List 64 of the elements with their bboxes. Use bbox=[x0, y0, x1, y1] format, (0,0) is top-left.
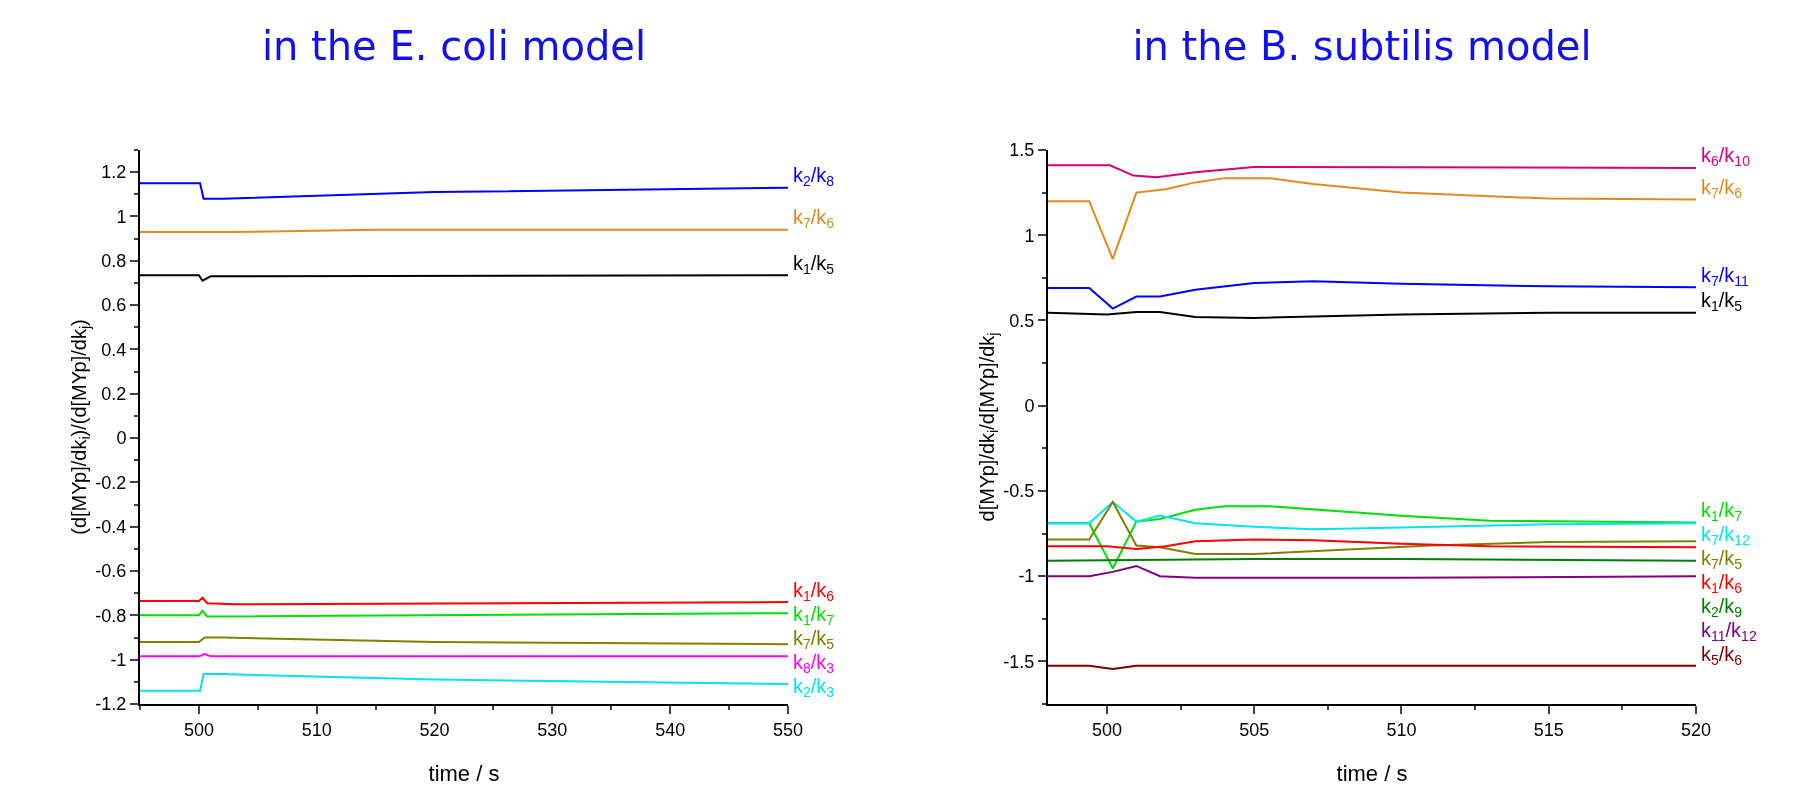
y-tick-label: 0.5 bbox=[1009, 310, 1035, 331]
series-label: k$_{1}$/k$_{5}$ bbox=[793, 252, 835, 278]
x-tick-label: 540 bbox=[655, 719, 686, 740]
series-label: k$_{1}$/k$_{6}$ bbox=[793, 579, 835, 605]
x-tick-label: 505 bbox=[1239, 719, 1270, 740]
line-series bbox=[1048, 564, 1696, 579]
series-label: k$_{7}$/k$_{11}$ bbox=[1701, 264, 1750, 290]
y-tick-label: 0 bbox=[116, 428, 127, 449]
y-tick-label: 1 bbox=[116, 206, 127, 227]
series-label: k$_{2}$/k$_{9}$ bbox=[1701, 595, 1743, 621]
series-label: k$_{7}$/k$_{12}$ bbox=[1701, 523, 1751, 549]
line-series bbox=[140, 673, 788, 692]
y-tick-label: -0.2 bbox=[95, 472, 127, 493]
series-label: k$_{6}$/k$_{10}$ bbox=[1701, 144, 1751, 170]
y-tick-label: 1.5 bbox=[1009, 140, 1035, 161]
series-label: k$_{7}$/k$_{6}$ bbox=[1701, 176, 1743, 202]
line-series bbox=[1048, 177, 1696, 261]
series-label: k$_{7}$/k$_{6}$ bbox=[793, 206, 835, 232]
y-tick-label: -0.8 bbox=[95, 605, 127, 626]
chart-title: in the B. subtilis model bbox=[1132, 22, 1592, 69]
y-tick-label: -1 bbox=[1018, 566, 1035, 587]
line-series bbox=[1048, 501, 1696, 555]
x-tick-label: 510 bbox=[301, 719, 332, 740]
x-tick-label: 500 bbox=[1091, 719, 1122, 740]
y-tick-label: -0.4 bbox=[95, 517, 127, 538]
line-series bbox=[140, 182, 788, 200]
y-tick-label: -1.5 bbox=[1003, 651, 1035, 672]
y-tick-label: -1.2 bbox=[95, 694, 127, 715]
series-label: k$_{1}$/k$_{5}$ bbox=[1701, 289, 1743, 315]
x-axis-title: time / s bbox=[1336, 761, 1408, 786]
series-label: k$_{7}$/k$_{5}$ bbox=[793, 627, 835, 653]
series-label: k$_{1}$/k$_{7}$ bbox=[1701, 499, 1743, 525]
y-tick-label: 0.4 bbox=[101, 339, 127, 360]
x-axis-title: time / s bbox=[428, 761, 500, 786]
x-tick-label: 515 bbox=[1533, 719, 1564, 740]
y-tick-label: 1.2 bbox=[101, 162, 127, 183]
line-series bbox=[1048, 501, 1696, 531]
y-tick-label: 0.8 bbox=[101, 251, 127, 272]
y-tick-label: -0.5 bbox=[1003, 481, 1035, 502]
x-tick-label: 520 bbox=[419, 719, 450, 740]
y-tick-label: 1 bbox=[1024, 225, 1035, 246]
series-label: k$_{1}$/k$_{7}$ bbox=[793, 603, 835, 629]
series-label: k$_{2}$/k$_{8}$ bbox=[793, 164, 835, 190]
series-label: k$_{5}$/k$_{6}$ bbox=[1701, 643, 1743, 669]
y-tick-label: 0.2 bbox=[101, 384, 127, 405]
line-series bbox=[1048, 164, 1696, 179]
y-tick-label: 0 bbox=[1024, 395, 1035, 416]
series-label: k$_{1}$/k$_{6}$ bbox=[1701, 571, 1743, 597]
x-tick-label: 510 bbox=[1386, 719, 1417, 740]
text: k$_{11}$/k$_{12}$ bbox=[1701, 619, 1757, 645]
chart-title: in the E. coli model bbox=[261, 22, 647, 69]
series-label: k$_{8}$/k$_{3}$ bbox=[793, 651, 835, 677]
line-series bbox=[1048, 280, 1696, 310]
y-tick-label: -1 bbox=[110, 649, 127, 670]
x-tick-label: 530 bbox=[537, 719, 568, 740]
x-tick-label: 500 bbox=[183, 719, 214, 740]
line-series bbox=[1048, 538, 1696, 550]
y-tick-label: -0.6 bbox=[95, 561, 127, 582]
y-tick-label: 0.6 bbox=[101, 295, 127, 316]
x-tick-label: 550 bbox=[772, 719, 804, 740]
series-label: k$_{2}$/k$_{3}$ bbox=[793, 675, 835, 701]
line-series bbox=[140, 596, 788, 606]
series-label: k$_{7}$/k$_{5}$ bbox=[1701, 547, 1743, 573]
x-tick-label: 520 bbox=[1680, 719, 1712, 740]
